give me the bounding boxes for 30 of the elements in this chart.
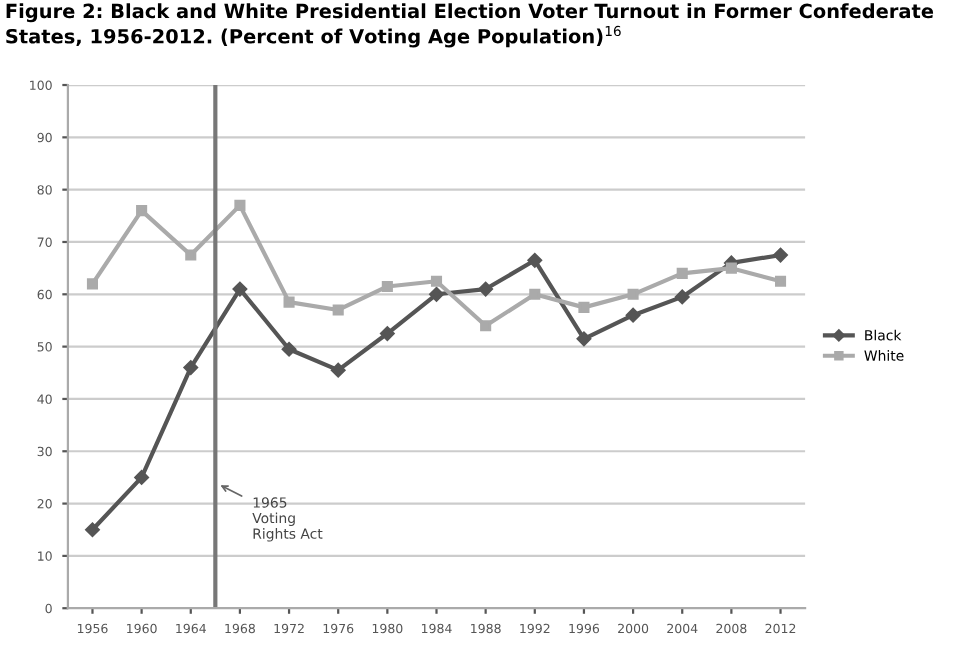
point [281,341,297,357]
point [86,278,99,290]
point [576,331,592,347]
point [232,281,248,297]
point [380,326,395,341]
point [625,307,641,323]
point [85,522,100,538]
point [774,275,787,287]
point [627,288,639,300]
point [725,262,737,274]
point [676,267,688,279]
point [773,247,788,263]
point [136,205,148,217]
point [527,253,543,268]
point [578,301,590,313]
point [183,360,199,375]
point [478,281,493,297]
point [332,304,344,316]
point [480,320,492,332]
point [381,280,393,293]
point [430,275,443,287]
point [234,199,246,211]
point [429,287,444,302]
chart-title: Figure 2: Black and White Presidential Election Voter Turnout in Former Confederate States, 1956-2012. (Percent of Voting Age Population)$^{16}$ [6,3,934,48]
point [134,470,149,485]
point [529,288,541,300]
point [330,362,346,378]
point [283,296,295,308]
point [185,249,197,261]
point [674,289,690,305]
